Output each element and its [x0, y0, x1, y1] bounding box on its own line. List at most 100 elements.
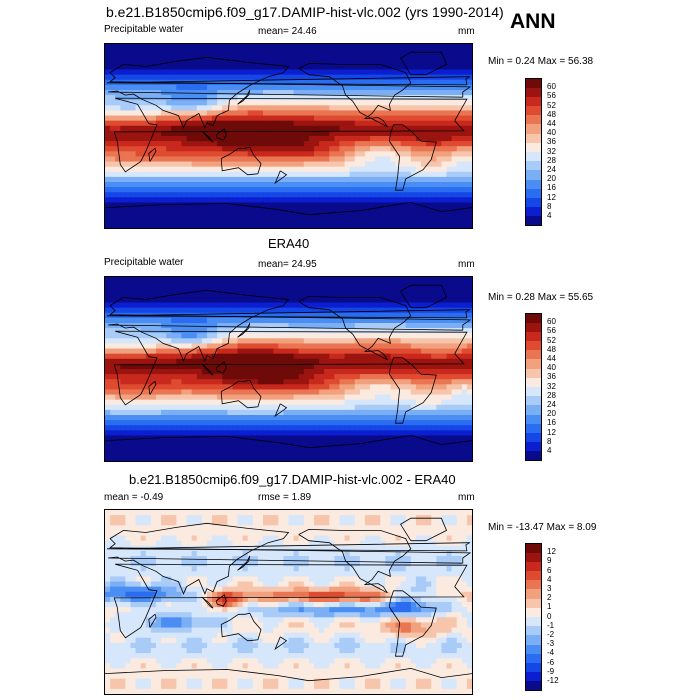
heatmap-cell	[130, 90, 137, 96]
heatmap-cell	[354, 302, 361, 309]
heatmap-cell	[161, 197, 167, 204]
heatmap-cell	[217, 59, 223, 66]
heatmap-cell	[242, 115, 249, 122]
heatmap-cell	[181, 374, 188, 380]
heatmap-cell	[466, 207, 472, 214]
heatmap-cell	[308, 141, 315, 147]
heatmap-cell	[257, 358, 264, 365]
heatmap-cell	[456, 166, 463, 173]
heatmap-cell	[395, 49, 402, 55]
heatmap-cell	[370, 105, 376, 112]
heatmap-cell	[354, 212, 361, 219]
heatmap-cell	[313, 110, 320, 117]
heatmap-cell	[441, 100, 448, 106]
heatmap-cell	[390, 136, 397, 142]
heatmap-cell	[288, 90, 295, 96]
heatmap-cell	[217, 363, 223, 370]
heatmap-cell	[364, 64, 371, 71]
heatmap-cell	[461, 182, 468, 188]
heatmap-cell	[329, 212, 335, 219]
heatmap-cell	[278, 317, 285, 324]
heatmap-cell	[426, 312, 432, 319]
heatmap-cell	[145, 348, 152, 355]
heatmap-cell	[400, 207, 407, 214]
heatmap-cell	[145, 161, 152, 168]
heatmap-cell	[375, 292, 381, 299]
heatmap-cell	[125, 44, 132, 50]
heatmap-cell	[181, 49, 188, 55]
heatmap-cell	[313, 435, 320, 442]
heatmap-cell	[237, 374, 244, 380]
heatmap-cell	[466, 187, 472, 193]
heatmap-cell	[329, 156, 335, 163]
heatmap-cell	[232, 161, 239, 168]
heatmap-cell	[140, 420, 147, 426]
heatmap-cell	[268, 182, 274, 188]
heatmap-cell	[206, 110, 213, 117]
heatmap-cell	[415, 44, 422, 50]
heatmap-cell	[436, 197, 443, 204]
heatmap-cell	[410, 415, 417, 421]
heatmap-cell	[145, 182, 152, 188]
heatmap-cell	[390, 363, 397, 370]
heatmap-cell	[257, 171, 264, 178]
heatmap-cell	[145, 379, 152, 385]
heatmap-cell	[431, 141, 437, 147]
heatmap-cell	[161, 292, 167, 299]
heatmap-cell	[303, 130, 310, 137]
heatmap-cell	[303, 287, 310, 293]
heatmap-cell	[176, 69, 183, 76]
heatmap-cell	[217, 338, 223, 345]
colorbar-cell	[525, 151, 542, 162]
heatmap-cell	[370, 151, 376, 158]
heatmap-cell	[380, 105, 386, 112]
heatmap-cell	[105, 435, 111, 442]
heatmap-cell	[176, 44, 183, 50]
heatmap-cell	[303, 176, 310, 183]
heatmap-cell	[201, 151, 208, 158]
heatmap-cell	[375, 399, 381, 406]
heatmap-cell	[186, 115, 193, 122]
heatmap-cell	[390, 166, 397, 173]
heatmap-cell	[375, 312, 381, 319]
heatmap-cell	[334, 110, 341, 117]
heatmap-cell	[461, 130, 468, 137]
heatmap-cell	[273, 151, 279, 158]
heatmap-cell	[308, 54, 315, 60]
heatmap-cell	[436, 317, 443, 324]
heatmap-cell	[451, 110, 458, 117]
heatmap-cell	[212, 384, 218, 391]
heatmap-cell	[135, 292, 142, 299]
heatmap-cell	[405, 415, 412, 421]
heatmap-cell	[222, 54, 228, 60]
heatmap-cell	[155, 151, 162, 158]
heatmap-cell	[181, 302, 188, 309]
heatmap-cell	[421, 79, 427, 86]
heatmap-cell	[191, 90, 198, 96]
heatmap-cell	[222, 384, 228, 391]
heatmap-cell	[105, 353, 111, 360]
heatmap-cell	[446, 166, 453, 173]
heatmap-cell	[237, 176, 244, 183]
heatmap-cell	[247, 95, 254, 101]
heatmap-cell	[303, 420, 310, 426]
heatmap-cell	[446, 415, 453, 421]
heatmap-cell	[395, 64, 402, 71]
heatmap-cell	[319, 54, 325, 60]
heatmap-cell	[466, 125, 472, 132]
heatmap-cell	[385, 156, 392, 163]
heatmap-cell	[232, 207, 239, 214]
heatmap-cell	[405, 363, 412, 370]
heatmap-cell	[451, 379, 458, 385]
heatmap-cell	[313, 338, 320, 345]
heatmap-cell	[237, 358, 244, 365]
heatmap-cell	[349, 394, 356, 401]
heatmap-cell	[196, 120, 203, 127]
heatmap-cell	[308, 420, 315, 426]
heatmap-cell	[222, 363, 228, 370]
heatmap-cell	[400, 110, 407, 117]
heatmap-cell	[375, 317, 381, 324]
heatmap-cell	[105, 374, 111, 380]
heatmap-cell	[436, 207, 443, 214]
heatmap-cell	[375, 374, 381, 380]
